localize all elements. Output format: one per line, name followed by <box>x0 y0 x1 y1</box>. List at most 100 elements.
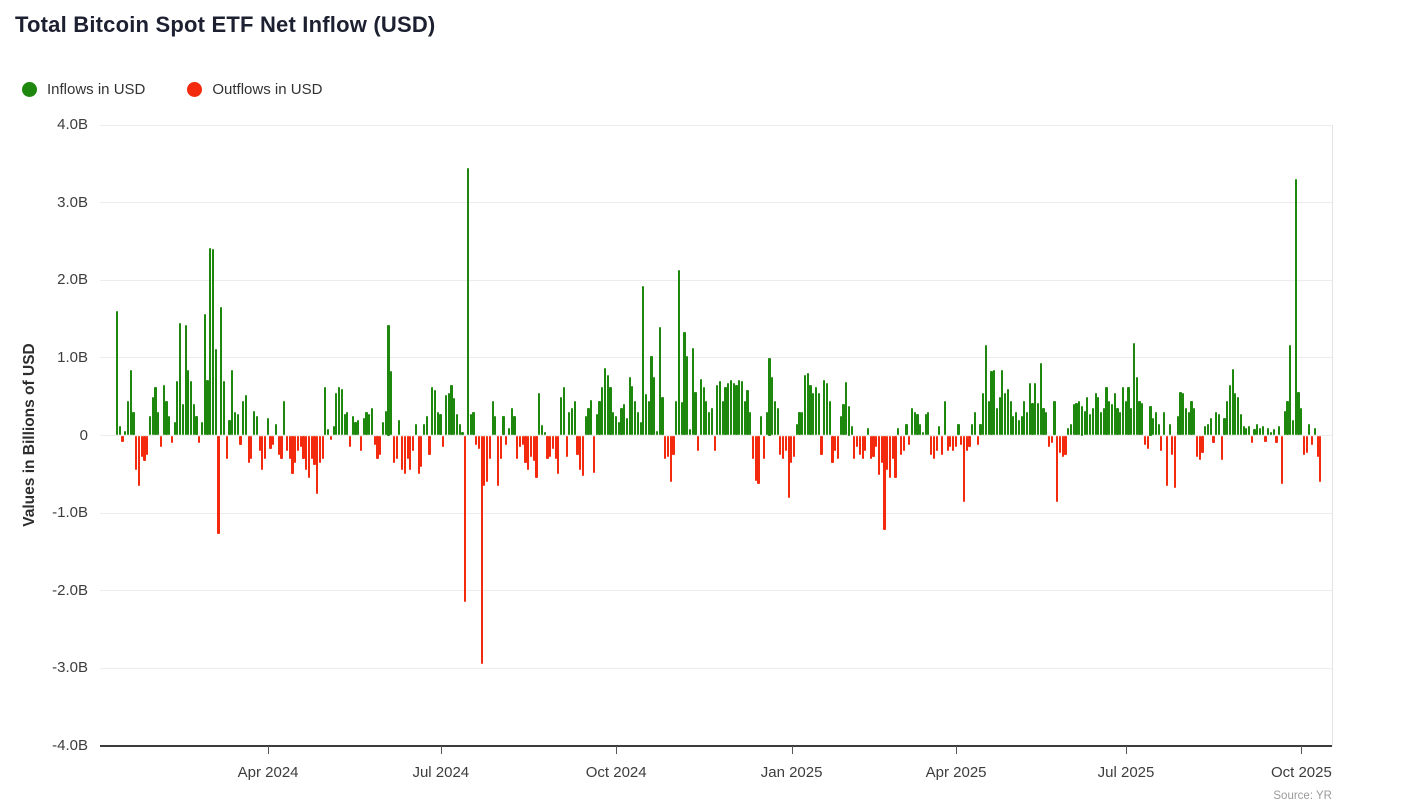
inflow-bar[interactable] <box>1023 400 1026 436</box>
inflow-bar[interactable] <box>587 408 590 436</box>
inflow-bar[interactable] <box>132 412 135 436</box>
inflow-bar[interactable] <box>735 385 738 436</box>
inflow-bar[interactable] <box>255 416 258 436</box>
inflow-bar[interactable] <box>187 369 190 436</box>
inflow-bar[interactable] <box>362 418 365 436</box>
inflow-bar[interactable] <box>209 247 212 436</box>
inflow-bar[interactable] <box>655 430 659 436</box>
inflow-bar[interactable] <box>168 416 171 436</box>
outflow-bar[interactable] <box>475 435 478 445</box>
inflow-bar[interactable] <box>1204 426 1207 436</box>
inflow-bar[interactable] <box>1067 427 1070 436</box>
inflow-bar[interactable] <box>1138 400 1141 436</box>
outflow-bar[interactable] <box>579 435 582 471</box>
outflow-bar[interactable] <box>269 435 272 450</box>
outflow-bar[interactable] <box>373 435 376 445</box>
inflow-bar[interactable] <box>458 423 461 436</box>
outflow-bar[interactable] <box>908 435 911 445</box>
inflow-bar[interactable] <box>573 400 576 436</box>
inflow-bar[interactable] <box>1308 423 1311 436</box>
inflow-bar[interactable] <box>897 427 900 436</box>
inflow-bar[interactable] <box>1217 413 1221 436</box>
inflow-bar[interactable] <box>809 385 812 436</box>
inflow-bar[interactable] <box>1261 426 1264 436</box>
inflow-bar[interactable] <box>1278 426 1281 436</box>
inflow-bar[interactable] <box>771 377 774 436</box>
outflow-bar[interactable] <box>1160 435 1163 452</box>
outflow-bar[interactable] <box>1058 435 1062 453</box>
inflow-bar[interactable] <box>1121 387 1125 436</box>
outflow-bar[interactable] <box>524 435 527 463</box>
outflow-bar[interactable] <box>143 435 146 462</box>
outflow-bar[interactable] <box>359 435 363 452</box>
inflow-bar[interactable] <box>1069 423 1073 436</box>
inflow-bar[interactable] <box>538 392 541 436</box>
inflow-bar[interactable] <box>691 347 694 436</box>
outflow-bar[interactable] <box>376 435 379 459</box>
outflow-bar[interactable] <box>442 435 445 448</box>
inflow-bar[interactable] <box>461 431 464 436</box>
inflow-bar[interactable] <box>118 426 121 436</box>
inflow-bar[interactable] <box>354 421 357 436</box>
outflow-bar[interactable] <box>198 435 201 444</box>
inflow-bar[interactable] <box>507 427 511 436</box>
inflow-bar[interactable] <box>1102 408 1105 436</box>
outflow-bar[interactable] <box>146 435 149 455</box>
inflow-bar[interactable] <box>1025 412 1029 436</box>
inflow-bar[interactable] <box>1031 402 1034 436</box>
inflow-bar[interactable] <box>990 371 993 436</box>
outflow-bar[interactable] <box>951 435 955 452</box>
inflow-bar[interactable] <box>1176 416 1179 436</box>
inflow-bar[interactable] <box>1231 368 1234 436</box>
outflow-bar[interactable] <box>272 435 275 445</box>
inflow-bar[interactable] <box>368 413 371 436</box>
outflow-bar[interactable] <box>883 435 886 531</box>
outflow-bar[interactable] <box>261 435 264 471</box>
outflow-bar[interactable] <box>976 435 979 445</box>
inflow-bar[interactable] <box>699 378 702 436</box>
inflow-bar[interactable] <box>910 408 914 436</box>
inflow-bar[interactable] <box>842 404 845 436</box>
inflow-bar[interactable] <box>242 400 245 436</box>
inflow-bar[interactable] <box>1108 400 1111 436</box>
outflow-bar[interactable] <box>1165 435 1168 486</box>
inflow-bar[interactable] <box>798 412 801 436</box>
inflow-bar[interactable] <box>913 412 916 436</box>
inflow-bar[interactable] <box>803 374 807 436</box>
inflow-bar[interactable] <box>453 398 456 436</box>
inflow-bar[interactable] <box>491 400 494 436</box>
outflow-bar[interactable] <box>1316 435 1319 458</box>
outflow-bar[interactable] <box>412 435 415 452</box>
inflow-bar[interactable] <box>1313 427 1316 436</box>
inflow-bar[interactable] <box>1099 412 1103 436</box>
outflow-bar[interactable] <box>1212 435 1215 444</box>
inflow-bar[interactable] <box>425 416 428 436</box>
outflow-bar[interactable] <box>946 435 949 452</box>
outflow-bar[interactable] <box>318 435 322 463</box>
inflow-bar[interactable] <box>192 404 195 436</box>
outflow-bar[interactable] <box>1311 435 1314 445</box>
outflow-bar[interactable] <box>672 435 675 455</box>
outflow-bar[interactable] <box>864 435 867 452</box>
outflow-bar[interactable] <box>1220 435 1223 461</box>
outflow-bar[interactable] <box>280 435 283 459</box>
outflow-bar[interactable] <box>858 435 861 455</box>
inflow-bar[interactable] <box>1294 178 1297 436</box>
outflow-bar[interactable] <box>1319 435 1322 483</box>
inflow-bar[interactable] <box>283 400 286 436</box>
inflow-bar[interactable] <box>1124 400 1127 436</box>
inflow-bar[interactable] <box>686 355 689 436</box>
inflow-bar[interactable] <box>165 400 168 436</box>
inflow-bar[interactable] <box>181 404 184 436</box>
outflow-bar[interactable] <box>488 435 491 459</box>
inflow-bar[interactable] <box>1116 408 1119 436</box>
outflow-bar[interactable] <box>329 435 332 441</box>
inflow-bar[interactable] <box>1017 419 1020 436</box>
inflow-bar[interactable] <box>335 392 338 436</box>
outflow-bar[interactable] <box>294 435 297 463</box>
inflow-bar[interactable] <box>634 400 637 436</box>
inflow-bar[interactable] <box>422 423 426 436</box>
inflow-bar[interactable] <box>1237 396 1240 436</box>
outflow-bar[interactable] <box>535 435 538 479</box>
outflow-bar[interactable] <box>856 435 859 448</box>
